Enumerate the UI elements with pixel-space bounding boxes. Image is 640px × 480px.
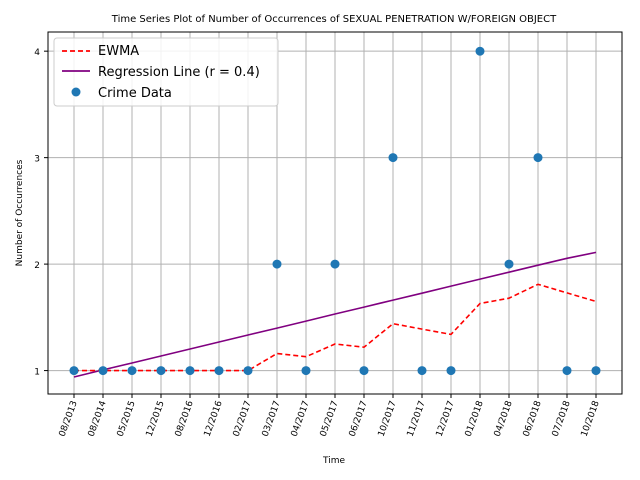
crime-data-point — [533, 153, 543, 163]
crime-data-point — [98, 366, 108, 376]
crime-data-point — [475, 46, 485, 56]
crime-data-point — [214, 366, 224, 376]
legend-regression-label: Regression Line (r = 0.4) — [98, 65, 260, 80]
regression-line — [73, 251, 597, 378]
crime-data-point — [562, 366, 572, 376]
crime-data-point — [446, 366, 456, 376]
chart-title: Time Series Plot of Number of Occurrence… — [111, 14, 557, 25]
legend: EWMA Regression Line (r = 0.4) Crime Dat… — [53, 37, 279, 107]
y-tick-label: 1 — [34, 368, 40, 378]
crime-data-point — [330, 259, 340, 269]
series-layer — [69, 46, 601, 378]
ewma-line — [74, 283, 597, 372]
y-tick-label: 3 — [34, 155, 40, 165]
crime-data-point — [272, 259, 282, 269]
crime-data-point — [591, 366, 601, 376]
crime-data-point — [243, 366, 253, 376]
y-tick-label: 2 — [34, 261, 40, 271]
crime-data-point — [69, 366, 79, 376]
y-tick-label: 4 — [34, 48, 40, 58]
legend-crime-label: Crime Data — [98, 86, 172, 101]
crime-data-point — [359, 366, 369, 376]
crime-data-point — [388, 153, 398, 163]
crime-data-point — [127, 366, 137, 376]
y-axis-label: Number of Occurrences — [15, 159, 25, 266]
legend-ewma-label: EWMA — [98, 44, 139, 59]
legend-crime-marker — [71, 87, 81, 97]
crime-data-point — [301, 366, 311, 376]
x-axis-label: Time — [322, 456, 345, 466]
crime-data-point — [504, 259, 514, 269]
crime-data-point — [156, 366, 166, 376]
legend-box — [53, 37, 279, 107]
crime-data-point — [417, 366, 427, 376]
crime-data-point — [185, 366, 195, 376]
